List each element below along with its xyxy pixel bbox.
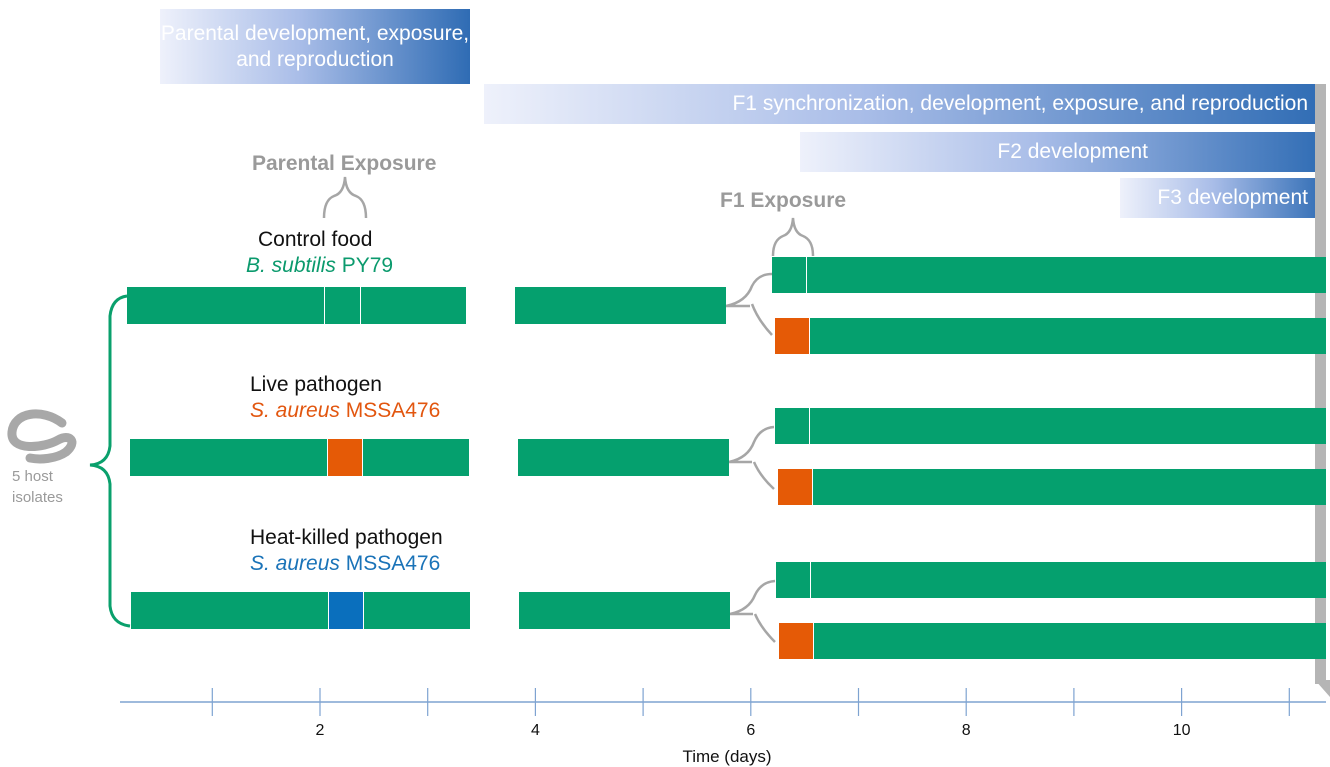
condition-control-name: Control food xyxy=(258,228,373,251)
f1-exposure-pathogen xyxy=(778,469,812,505)
bar-segment xyxy=(518,439,729,476)
bar-segment xyxy=(519,592,730,629)
bar-segment xyxy=(807,257,1326,293)
condition-heat-name: Heat-killed pathogen xyxy=(250,526,443,549)
worm-icon xyxy=(7,409,77,464)
condition-heat-organism: S. aureus MSSA476 xyxy=(250,552,441,575)
f1-exposure-pathogen xyxy=(775,318,809,354)
bar-segment xyxy=(131,592,328,629)
bar-segment xyxy=(814,623,1326,659)
tick-label: 2 xyxy=(316,722,325,739)
tick-label: 6 xyxy=(746,722,755,739)
bar-segment xyxy=(810,408,1326,444)
time-axis: 2 4 6 8 10 xyxy=(120,688,1326,739)
x-axis-title: Time (days) xyxy=(682,747,771,766)
bar-segment xyxy=(364,592,470,629)
tick-label: 8 xyxy=(962,722,971,739)
parental-exposure-control xyxy=(325,287,360,324)
host-isolates-label: 5 host isolates xyxy=(12,468,63,506)
condition-live-organism: S. aureus MSSA476 xyxy=(250,399,441,422)
bar-segment xyxy=(130,439,327,476)
f1-exposure-brace xyxy=(771,217,815,257)
row-heat xyxy=(131,562,1326,659)
parental-exposure-label: Parental Exposure xyxy=(252,152,437,175)
host-brace xyxy=(89,294,131,628)
row-control xyxy=(127,257,1326,354)
bar-segment xyxy=(361,287,466,324)
bar-segment xyxy=(363,439,469,476)
f1-exposure-label: F1 Exposure xyxy=(720,189,847,212)
timeline-end-bar xyxy=(1315,84,1326,684)
bar-segment xyxy=(811,562,1326,598)
row-live xyxy=(130,408,1326,505)
fork-heat xyxy=(729,579,776,643)
tick-label: 10 xyxy=(1173,722,1191,739)
f1-exposure-control xyxy=(775,408,809,444)
f1-exposure-control xyxy=(776,562,810,598)
condition-live-name: Live pathogen xyxy=(250,373,382,396)
phase-f3: F3 development xyxy=(1120,178,1326,218)
timeline-end-arrow xyxy=(1315,680,1330,697)
parental-exposure-heat xyxy=(329,592,363,629)
condition-control-organism: B. subtilis PY79 xyxy=(246,254,394,277)
parental-exposure-brace xyxy=(322,176,368,219)
phase-f2: F2 development xyxy=(800,132,1326,172)
fork-live xyxy=(728,425,775,490)
phase-f1: F1 synchronization, development, exposur… xyxy=(484,84,1326,124)
fork-control xyxy=(725,272,773,336)
phase-parental: Parental development, exposure, and repr… xyxy=(160,9,470,84)
bar-segment xyxy=(813,469,1326,505)
f1-exposure-pathogen xyxy=(779,623,813,659)
bar-segment xyxy=(810,318,1326,354)
f1-exposure-control xyxy=(772,257,806,293)
tick-label: 4 xyxy=(531,722,540,739)
bar-segment xyxy=(127,287,324,324)
parental-exposure-live xyxy=(328,439,362,476)
bar-segment xyxy=(515,287,726,324)
